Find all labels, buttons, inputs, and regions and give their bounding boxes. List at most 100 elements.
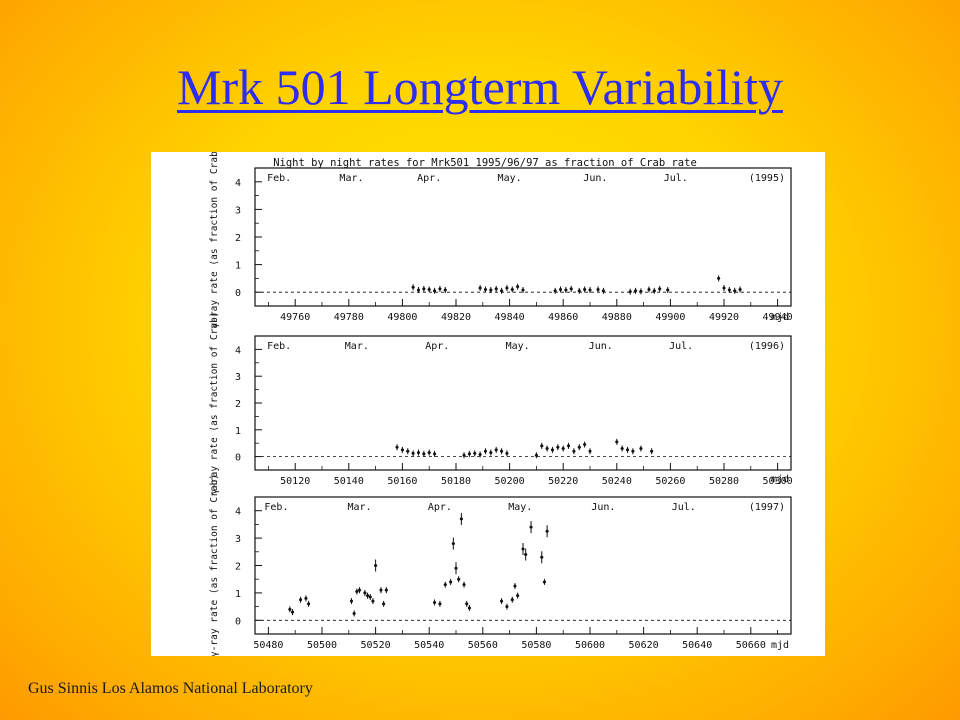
- x-tick-label: 49780: [334, 312, 364, 323]
- x-tick-label: 50240: [602, 476, 632, 487]
- data-point: [577, 445, 581, 449]
- rates-chart-svg: Night by night rates for Mrk501 1995/96/…: [209, 152, 793, 656]
- data-point: [443, 288, 447, 292]
- data-point: [545, 529, 549, 533]
- y-tick-label: 0: [235, 288, 241, 299]
- data-point: [727, 288, 731, 292]
- data-point: [639, 447, 643, 451]
- panel-2: 0 1 2 3 4 50120 50140 50160 50180 50200 50220 50240…: [209, 311, 793, 494]
- data-point: [550, 448, 554, 452]
- data-point: [513, 584, 517, 588]
- month-label: Apr.: [428, 502, 452, 513]
- data-point: [304, 596, 308, 600]
- x-tick-label: 50260: [655, 476, 685, 487]
- data-point: [291, 610, 295, 614]
- y-tick-label: 0: [235, 616, 241, 627]
- data-point: [411, 285, 415, 289]
- data-point: [572, 449, 576, 453]
- data-point: [467, 452, 471, 456]
- x-axis-label: mjd: [771, 640, 789, 651]
- data-point: [416, 451, 420, 455]
- data-point: [583, 443, 587, 447]
- x-tick-label: 50300: [763, 476, 793, 487]
- data-point: [529, 525, 533, 529]
- y-tick-label: 4: [235, 345, 241, 356]
- data-point: [666, 288, 670, 292]
- data-point: [352, 611, 356, 615]
- month-label: Feb.: [267, 341, 291, 352]
- data-point: [516, 285, 520, 289]
- data-point: [473, 451, 477, 455]
- data-point: [454, 566, 458, 570]
- data-point: [433, 452, 437, 456]
- data-point: [510, 287, 514, 291]
- month-label: Jun.: [589, 341, 613, 352]
- data-point: [545, 447, 549, 451]
- data-point: [400, 448, 404, 452]
- data-point: [588, 288, 592, 292]
- month-label: May.: [506, 341, 530, 352]
- data-point: [652, 289, 656, 293]
- x-tick-label: 50280: [709, 476, 739, 487]
- data-point: [355, 590, 359, 594]
- x-tick-label: 49820: [441, 312, 471, 323]
- data-point: [516, 594, 520, 598]
- y-tick-label: 2: [235, 233, 241, 244]
- data-point: [601, 289, 605, 293]
- data-point: [368, 595, 372, 599]
- data-point: [433, 600, 437, 604]
- data-point: [451, 542, 455, 546]
- data-point: [540, 555, 544, 559]
- data-point: [639, 289, 643, 293]
- data-point: [465, 602, 469, 606]
- month-label: Apr.: [425, 341, 449, 352]
- data-point: [443, 583, 447, 587]
- data-point: [738, 287, 742, 291]
- data-point: [559, 287, 563, 291]
- data-point: [510, 598, 514, 602]
- year-label: (1997): [749, 502, 785, 513]
- data-point: [489, 451, 493, 455]
- x-tick-label: 50660: [736, 640, 766, 651]
- month-label: Mar.: [345, 341, 369, 352]
- data-point: [457, 577, 461, 581]
- y-tick-label: 4: [235, 178, 241, 189]
- data-point: [478, 452, 482, 456]
- y-tick-label: 3: [235, 372, 241, 383]
- data-point: [416, 288, 420, 292]
- x-tick-label: 50580: [521, 640, 551, 651]
- data-point: [489, 288, 493, 292]
- data-point: [422, 287, 426, 291]
- data-point: [382, 602, 386, 606]
- data-point: [631, 449, 635, 453]
- x-tick-label: 50560: [468, 640, 498, 651]
- data-point: [459, 517, 463, 521]
- data-point: [299, 598, 303, 602]
- data-point: [505, 451, 509, 455]
- footer-credit: Gus Sinnis Los Alamos National Laborator…: [28, 680, 313, 697]
- data-point: [427, 451, 431, 455]
- x-tick-label: 50640: [682, 640, 712, 651]
- data-point: [384, 588, 388, 592]
- data-point: [524, 553, 528, 557]
- y-tick-label: 1: [235, 261, 241, 272]
- x-tick-label: 50220: [548, 476, 578, 487]
- data-point: [577, 289, 581, 293]
- data-point: [521, 547, 525, 551]
- month-label: May.: [508, 502, 532, 513]
- data-point: [478, 286, 482, 290]
- y-tick-label: 0: [235, 453, 241, 464]
- data-point: [722, 286, 726, 290]
- month-label: Jul.: [664, 173, 688, 184]
- panel-frame: [254, 496, 792, 635]
- y-axis-label: γ-ray rate (as fraction of Crab): [209, 152, 220, 329]
- data-point: [349, 599, 353, 603]
- panel-1: 0 1 2 3 4 49760 49780 49800 49820 49840 49860 49880…: [209, 152, 793, 329]
- data-point: [733, 289, 737, 293]
- data-point: [366, 594, 370, 598]
- data-point: [634, 289, 638, 293]
- x-tick-label: 49900: [655, 312, 685, 323]
- y-tick-label: 4: [235, 507, 241, 518]
- data-point: [427, 287, 431, 291]
- data-point: [650, 449, 654, 453]
